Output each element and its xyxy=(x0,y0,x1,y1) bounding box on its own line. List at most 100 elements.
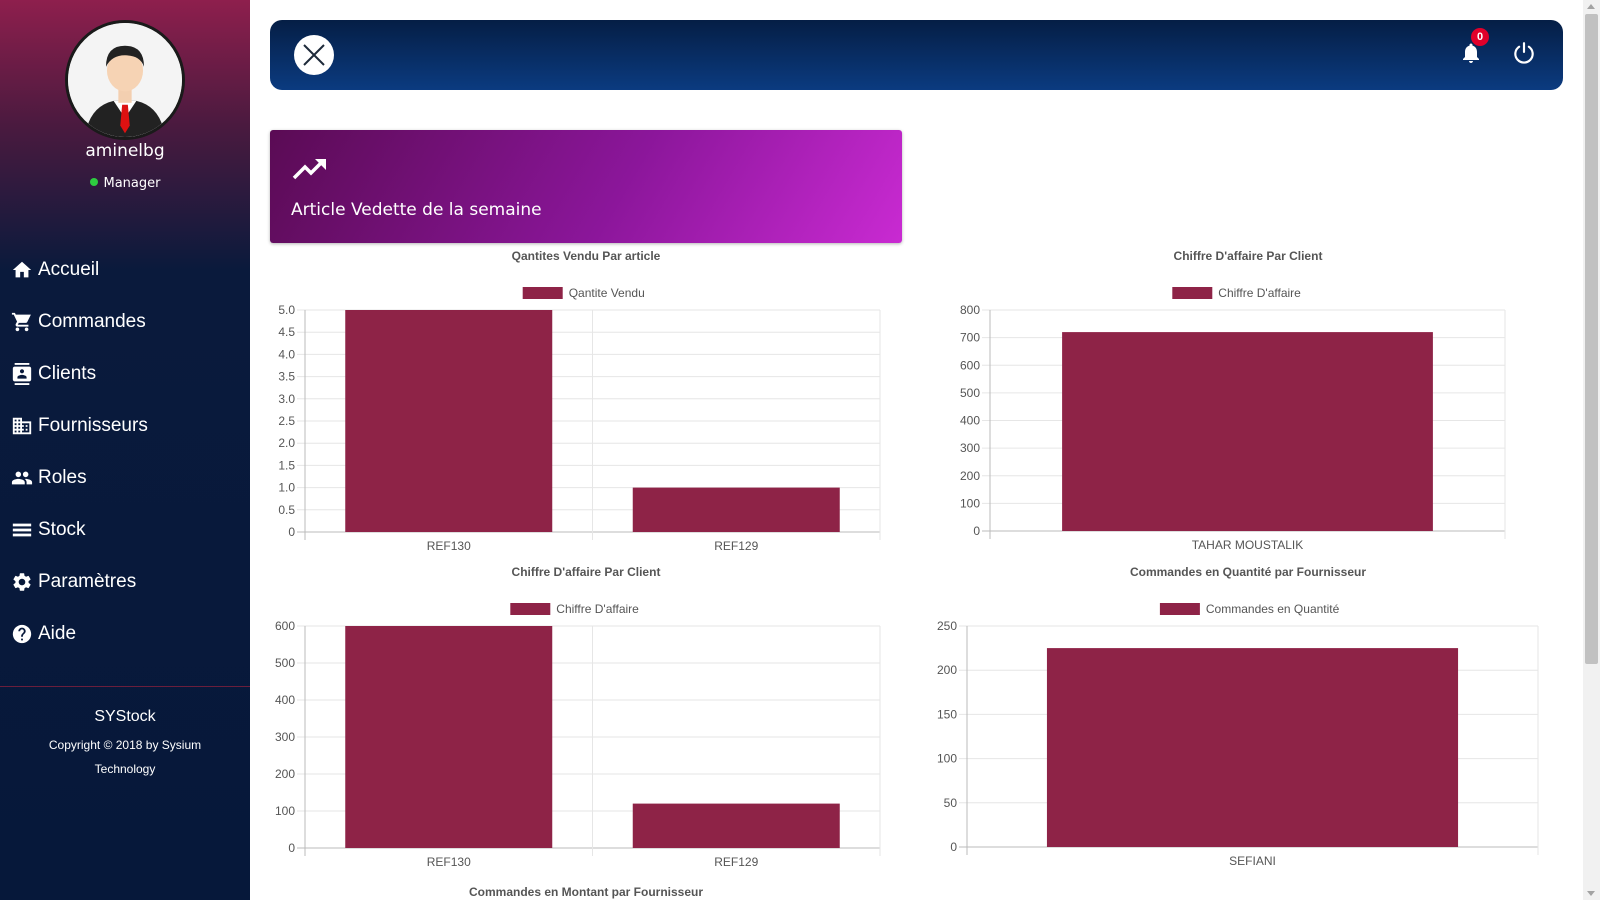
nav-item-commandes[interactable]: Commandes xyxy=(10,306,240,338)
nav-label: Stock xyxy=(38,519,86,540)
scroll-down-arrow-icon[interactable] xyxy=(1587,891,1595,896)
legend-label[interactable]: Chiffre D'affaire xyxy=(556,602,639,616)
legend-label[interactable]: Chiffre D'affaire xyxy=(1218,286,1301,300)
list-icon xyxy=(10,518,34,542)
brand-name: SYStock xyxy=(94,708,156,725)
y-tick-label: 200 xyxy=(275,767,295,781)
y-tick-label: 4.0 xyxy=(278,347,295,361)
y-tick-label: 400 xyxy=(275,693,295,707)
legend-swatch[interactable] xyxy=(522,287,563,299)
y-tick-label: 1.0 xyxy=(278,481,295,495)
nav-label: Roles xyxy=(38,467,87,488)
featured-article-title: Article Vedette de la semaine xyxy=(291,200,542,220)
nav-item-accueil[interactable]: Accueil xyxy=(10,254,240,286)
people-icon xyxy=(10,466,34,490)
legend-swatch[interactable] xyxy=(1172,287,1213,299)
y-tick-label: 0.5 xyxy=(278,503,295,517)
nav-label: Paramètres xyxy=(38,571,137,592)
chart-title: Chiffre D'affaire Par Client xyxy=(1174,249,1323,263)
bar[interactable] xyxy=(345,626,553,848)
nav-item-fournisseurs[interactable]: Fournisseurs xyxy=(10,410,240,442)
y-tick-label: 0 xyxy=(288,525,295,539)
y-tick-label: 3.0 xyxy=(278,392,295,406)
y-tick-label: 300 xyxy=(960,441,980,455)
y-tick-label: 0 xyxy=(973,524,980,538)
legend-swatch[interactable] xyxy=(1159,603,1200,615)
online-status-dot xyxy=(89,178,98,186)
y-tick-label: 2.5 xyxy=(278,414,295,428)
y-tick-label: 3.5 xyxy=(278,370,295,384)
nav-label: Accueil xyxy=(38,259,100,280)
y-tick-label: 800 xyxy=(960,303,980,317)
x-tick-label: REF130 xyxy=(427,855,471,869)
home-icon xyxy=(10,258,34,282)
scroll-up-arrow-icon[interactable] xyxy=(1587,4,1595,9)
nav-label: Commandes xyxy=(38,311,146,332)
y-tick-label: 600 xyxy=(275,619,295,633)
y-tick-label: 2.0 xyxy=(278,436,295,450)
top-bar: 0 xyxy=(270,20,1563,90)
bar[interactable] xyxy=(632,803,840,848)
bar[interactable] xyxy=(632,487,840,532)
close-button[interactable] xyxy=(294,35,334,75)
y-tick-label: 400 xyxy=(960,414,980,428)
building-icon xyxy=(10,414,34,438)
y-tick-label: 700 xyxy=(960,331,980,345)
cart-icon xyxy=(10,310,34,334)
username: aminelbg xyxy=(85,141,165,161)
scrollbar-thumb[interactable] xyxy=(1585,14,1598,664)
y-tick-label: 0 xyxy=(950,840,957,854)
bell-icon[interactable] xyxy=(1459,40,1483,66)
role-label: Manager xyxy=(103,176,161,191)
nav-item-parametres[interactable]: Paramètres xyxy=(10,566,240,598)
y-tick-label: 100 xyxy=(960,496,980,510)
x-tick-label: SEFIANI xyxy=(1229,854,1276,868)
featured-article-card[interactable]: Article Vedette de la semaine xyxy=(270,130,902,243)
contact-card-icon xyxy=(10,362,34,386)
y-tick-label: 100 xyxy=(937,752,957,766)
y-tick-label: 300 xyxy=(275,730,295,744)
legend-swatch[interactable] xyxy=(510,603,551,615)
chart-title: Chiffre D'affaire Par Client xyxy=(512,565,661,579)
y-tick-label: 0 xyxy=(288,841,295,855)
gear-icon xyxy=(10,570,34,594)
y-tick-label: 150 xyxy=(937,707,957,721)
y-tick-label: 100 xyxy=(275,804,295,818)
nav-item-stock[interactable]: Stock xyxy=(10,514,240,546)
bar[interactable] xyxy=(1062,332,1433,531)
nav-item-roles[interactable]: Roles xyxy=(10,462,240,494)
nav-label: Fournisseurs xyxy=(38,415,148,436)
x-tick-label: REF129 xyxy=(714,855,758,869)
sidebar: aminelbg Manager Accueil Commandes Clien… xyxy=(0,0,250,900)
chart-title-commandes-montant: Commandes en Montant par Fournisseur xyxy=(468,885,704,899)
y-tick-label: 200 xyxy=(960,469,980,483)
close-icon xyxy=(303,44,325,66)
y-tick-label: 50 xyxy=(944,796,958,810)
avatar[interactable] xyxy=(65,20,185,140)
y-tick-label: 250 xyxy=(937,619,957,633)
sidebar-divider xyxy=(0,686,250,687)
trending-up-icon xyxy=(292,159,326,180)
chart-title: Qantites Vendu Par article xyxy=(512,249,661,263)
copyright-text: Copyright © 2018 by Sysium Technology xyxy=(48,738,202,776)
bar[interactable] xyxy=(345,310,553,532)
legend-label[interactable]: Qantite Vendu xyxy=(569,286,645,300)
nav-item-aide[interactable]: Aide xyxy=(10,618,240,650)
page-scrollbar[interactable] xyxy=(1583,0,1600,900)
nav-label: Aide xyxy=(38,623,77,644)
power-icon[interactable] xyxy=(1511,40,1537,66)
legend-label[interactable]: Commandes en Quantité xyxy=(1206,602,1340,616)
x-tick-label: REF129 xyxy=(714,539,758,553)
user-avatar-icon xyxy=(68,23,182,137)
x-tick-label: TAHAR MOUSTALIK xyxy=(1192,538,1304,552)
y-tick-label: 5.0 xyxy=(278,303,295,317)
help-icon xyxy=(10,622,34,646)
nav-label: Clients xyxy=(38,363,97,384)
bar[interactable] xyxy=(1046,648,1459,847)
nav-item-clients[interactable]: Clients xyxy=(10,358,240,390)
x-tick-label: REF130 xyxy=(427,539,471,553)
y-tick-label: 500 xyxy=(960,386,980,400)
